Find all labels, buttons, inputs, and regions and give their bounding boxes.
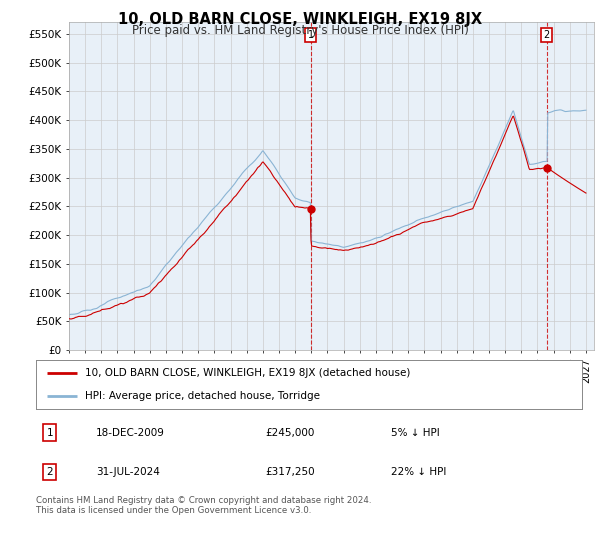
Text: 10, OLD BARN CLOSE, WINKLEIGH, EX19 8JX (detached house): 10, OLD BARN CLOSE, WINKLEIGH, EX19 8JX … — [85, 368, 410, 379]
Text: £317,250: £317,250 — [265, 467, 315, 477]
Text: £245,000: £245,000 — [265, 428, 314, 437]
Text: 10, OLD BARN CLOSE, WINKLEIGH, EX19 8JX: 10, OLD BARN CLOSE, WINKLEIGH, EX19 8JX — [118, 12, 482, 27]
Text: 2: 2 — [46, 467, 53, 477]
Text: Price paid vs. HM Land Registry's House Price Index (HPI): Price paid vs. HM Land Registry's House … — [131, 24, 469, 37]
Text: HPI: Average price, detached house, Torridge: HPI: Average price, detached house, Torr… — [85, 391, 320, 402]
Text: 1: 1 — [308, 30, 314, 40]
Text: Contains HM Land Registry data © Crown copyright and database right 2024.
This d: Contains HM Land Registry data © Crown c… — [36, 496, 371, 515]
Text: 18-DEC-2009: 18-DEC-2009 — [96, 428, 165, 437]
Text: 1: 1 — [46, 428, 53, 437]
Text: 22% ↓ HPI: 22% ↓ HPI — [391, 467, 446, 477]
Text: 31-JUL-2024: 31-JUL-2024 — [96, 467, 160, 477]
Text: 5% ↓ HPI: 5% ↓ HPI — [391, 428, 440, 437]
Text: 2: 2 — [544, 30, 550, 40]
